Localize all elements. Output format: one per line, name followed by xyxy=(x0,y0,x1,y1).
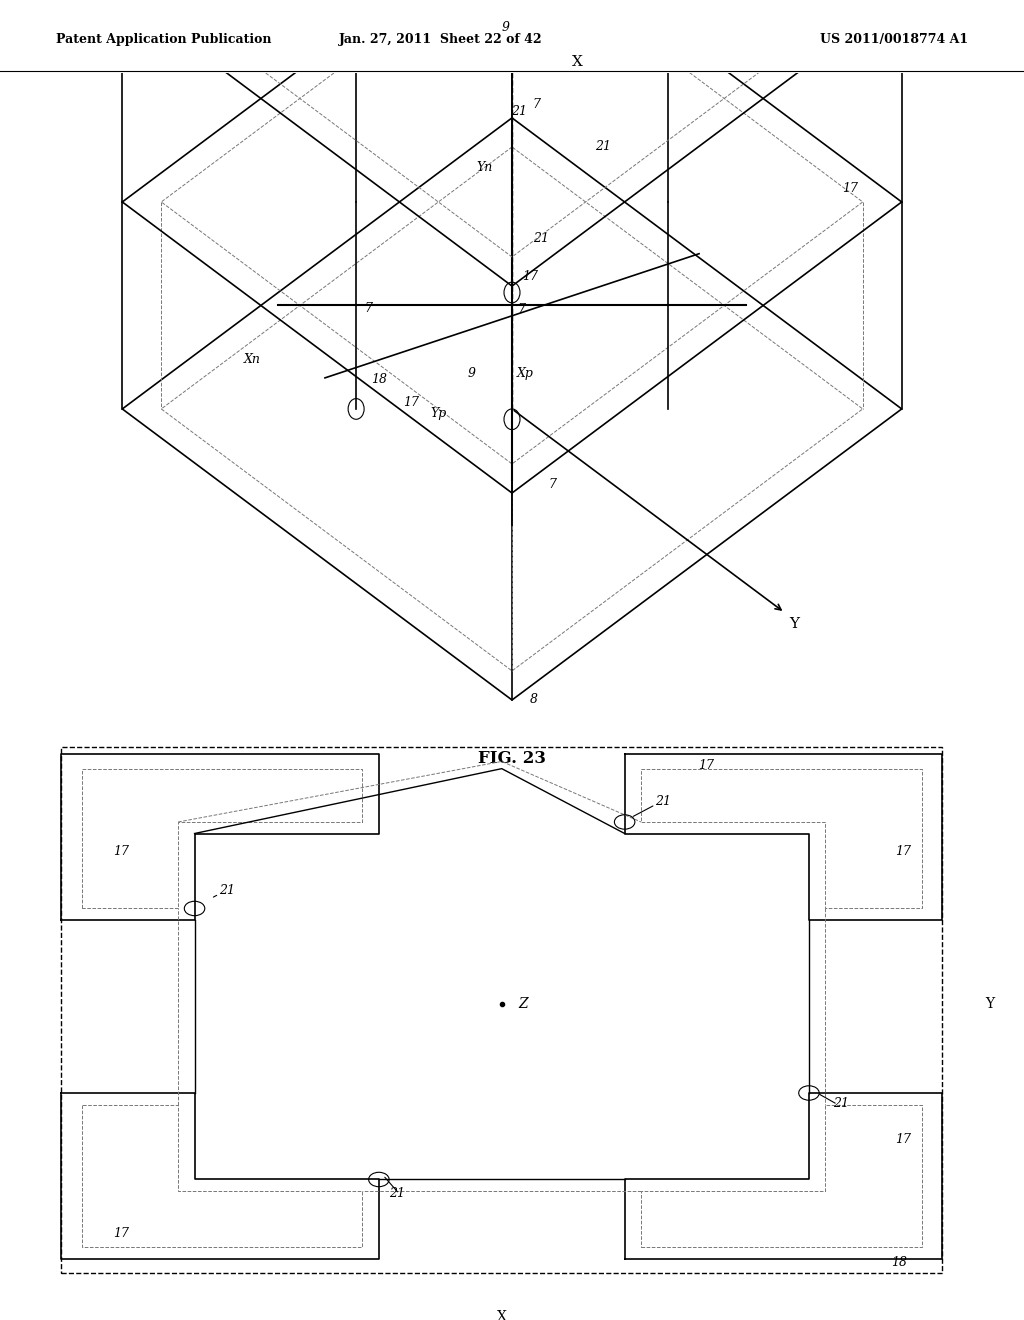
Text: 7: 7 xyxy=(548,478,556,491)
Text: 17: 17 xyxy=(113,845,129,858)
Text: Y: Y xyxy=(788,618,799,631)
Text: US 2011/0018774 A1: US 2011/0018774 A1 xyxy=(819,33,968,46)
Text: 21: 21 xyxy=(595,140,611,153)
Text: 21: 21 xyxy=(655,795,672,808)
Text: 17: 17 xyxy=(842,182,858,194)
Text: Y: Y xyxy=(985,997,994,1011)
Text: 17: 17 xyxy=(698,759,715,772)
Text: 21: 21 xyxy=(511,104,527,117)
Text: 17: 17 xyxy=(895,1134,911,1147)
Text: 17: 17 xyxy=(113,1228,129,1241)
Text: Z: Z xyxy=(518,997,527,1011)
Text: Yp: Yp xyxy=(431,408,446,420)
Text: 7: 7 xyxy=(532,98,541,111)
Text: FIG. 23: FIG. 23 xyxy=(478,750,546,767)
Text: 9: 9 xyxy=(502,21,509,34)
Text: Yn: Yn xyxy=(476,161,493,174)
Text: 21: 21 xyxy=(532,232,549,246)
Text: 21: 21 xyxy=(389,1187,406,1200)
Text: Jan. 27, 2011  Sheet 22 of 42: Jan. 27, 2011 Sheet 22 of 42 xyxy=(339,33,542,46)
Text: Patent Application Publication: Patent Application Publication xyxy=(56,33,271,46)
Text: 17: 17 xyxy=(895,845,911,858)
Text: X: X xyxy=(572,55,583,69)
Text: 17: 17 xyxy=(403,396,419,409)
Text: 21: 21 xyxy=(834,1097,850,1110)
Text: 21: 21 xyxy=(219,884,236,898)
Text: 7: 7 xyxy=(365,302,372,315)
Text: Xn: Xn xyxy=(244,352,261,366)
Text: 9: 9 xyxy=(467,367,475,380)
Text: 7: 7 xyxy=(517,304,525,317)
Text: 17: 17 xyxy=(522,269,538,282)
Text: X: X xyxy=(497,1309,507,1320)
Text: Xp: Xp xyxy=(517,367,534,380)
Text: 18: 18 xyxy=(371,374,387,385)
Text: 18: 18 xyxy=(891,1257,907,1269)
Text: 8: 8 xyxy=(530,693,538,706)
